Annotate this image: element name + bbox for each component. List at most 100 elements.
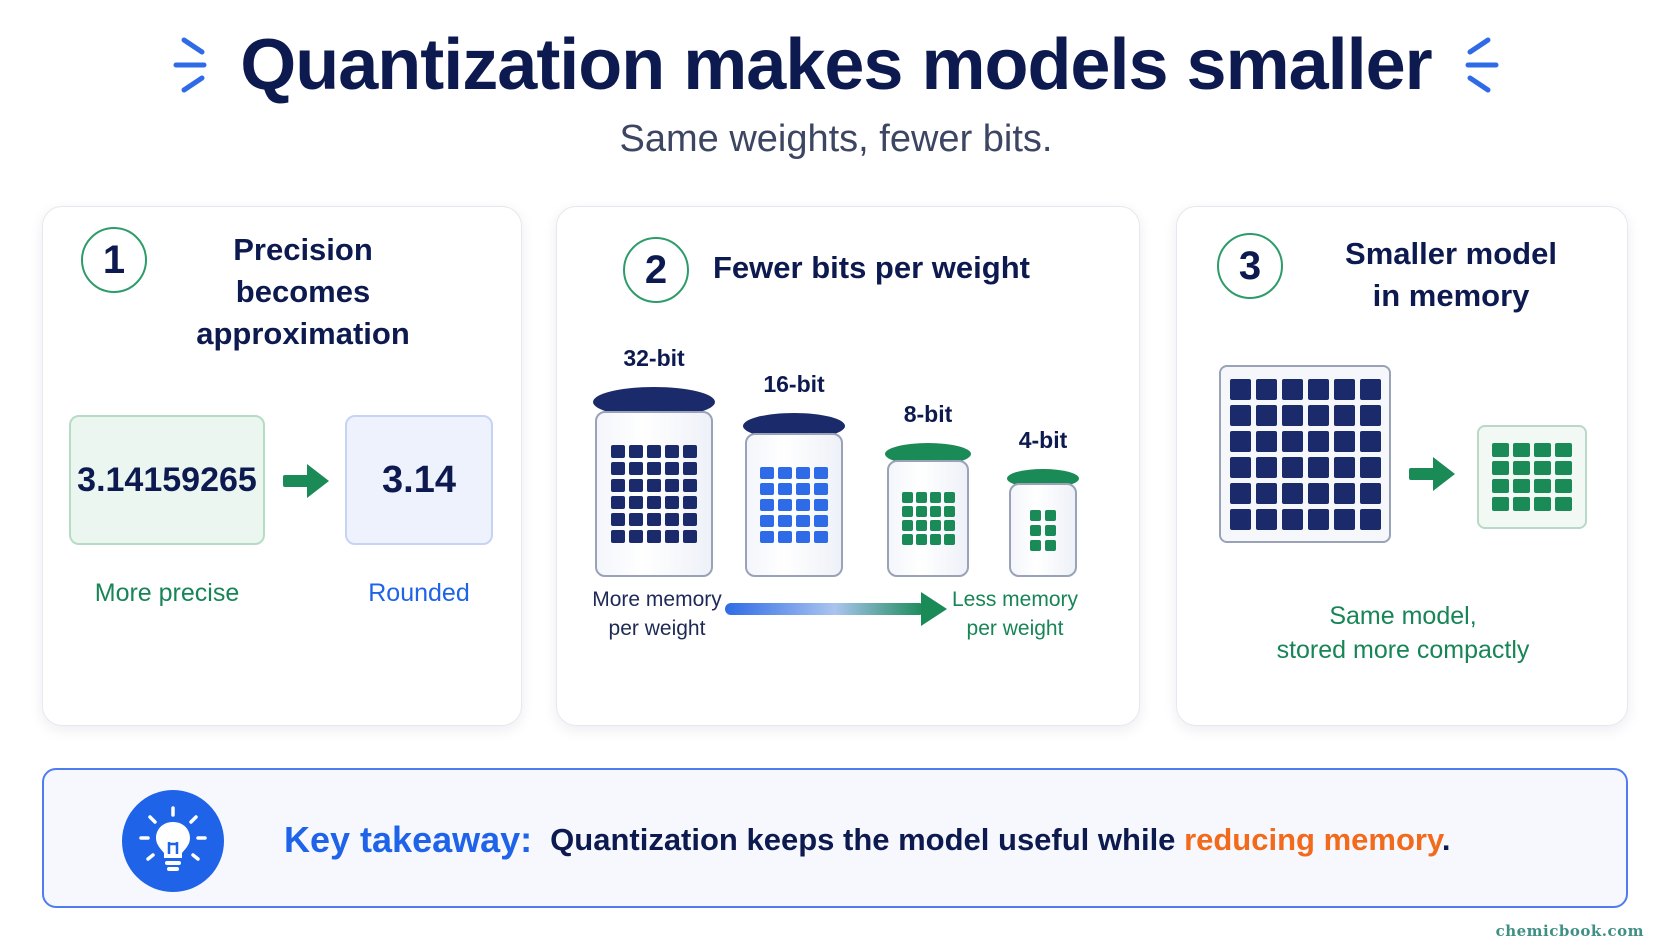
weight-block — [1534, 443, 1551, 457]
title-row: Quantization makes models smaller — [0, 20, 1672, 110]
more-memory-line1: More memory — [592, 588, 722, 611]
weight-blocks-16-bit — [760, 467, 828, 543]
jar-32-bit — [593, 387, 715, 577]
weight-block — [814, 499, 828, 511]
weight-block — [915, 506, 927, 517]
weight-block — [1333, 430, 1355, 452]
weight-block — [1229, 482, 1251, 504]
step-title-1-line2: approximation — [196, 316, 410, 351]
lightbulb-icon — [122, 790, 224, 892]
step-title-3-line2: in memory — [1372, 278, 1530, 313]
weight-block — [1359, 430, 1381, 452]
weight-block — [1534, 479, 1551, 493]
weight-block — [1281, 456, 1303, 478]
left-sparkle-icon — [173, 37, 207, 93]
weight-block — [796, 515, 810, 527]
weight-block — [1229, 404, 1251, 426]
page-subtitle: Same weights, fewer bits. — [619, 118, 1053, 160]
weight-block — [760, 483, 774, 495]
weight-block — [760, 515, 774, 527]
weight-block — [1281, 508, 1303, 530]
weight-block — [1333, 508, 1355, 530]
weight-block — [1255, 456, 1277, 478]
weight-block — [683, 513, 697, 526]
weight-block — [1359, 378, 1381, 400]
weight-block — [1229, 508, 1251, 530]
weight-block — [814, 531, 828, 543]
weight-block — [1555, 443, 1572, 457]
right-arrow-icon — [1409, 457, 1455, 491]
precise-label: More precise — [94, 579, 240, 607]
step-card-precision: 1 Precision becomes approximation 3.1415… — [42, 206, 522, 726]
weight-blocks-4-bit — [1030, 509, 1056, 551]
weight-block — [1030, 524, 1041, 536]
takeaway-text: Key takeaway: Quantization keeps the mod… — [284, 770, 1451, 910]
weight-blocks-32-bit — [611, 445, 697, 543]
compact-model-grid — [1477, 425, 1587, 529]
weight-block — [1513, 461, 1530, 475]
less-memory-label: Less memory per weight — [945, 585, 1085, 643]
weight-block — [814, 515, 828, 527]
weight-block — [629, 445, 643, 458]
weight-block — [901, 534, 913, 545]
weight-block — [665, 496, 679, 509]
weight-block — [778, 499, 792, 511]
weight-block — [943, 506, 955, 517]
takeaway-label: Key takeaway: — [284, 819, 533, 860]
weight-block — [647, 462, 661, 475]
step-title-1: Precision becomes approximation — [163, 229, 443, 355]
weight-block — [1307, 508, 1329, 530]
weight-block — [778, 483, 792, 495]
weight-block — [915, 520, 927, 531]
weight-block — [1229, 378, 1251, 400]
weight-block — [1359, 508, 1381, 530]
key-takeaway-banner: Key takeaway: Quantization keeps the mod… — [42, 768, 1628, 908]
weight-block — [1333, 482, 1355, 504]
jar-label-16-bit: 16-bit — [763, 371, 825, 397]
step-card-bits: 2 Fewer bits per weight 32-bit 16-bit 8-… — [556, 206, 1140, 726]
weight-block — [1513, 497, 1530, 511]
weight-block — [915, 534, 927, 545]
weight-block — [929, 506, 941, 517]
weight-block — [1333, 456, 1355, 478]
weight-block — [647, 530, 661, 543]
step-title-3: Smaller model in memory — [1301, 233, 1601, 317]
weight-block — [665, 513, 679, 526]
weight-block — [629, 479, 643, 492]
weight-block — [611, 513, 625, 526]
right-arrow-icon — [283, 464, 329, 498]
jar-body — [887, 460, 969, 577]
weight-block — [683, 496, 697, 509]
weight-block — [929, 534, 941, 545]
weight-block — [1534, 461, 1551, 475]
memory-caption: Same model, stored more compactly — [1177, 599, 1629, 667]
weight-block — [647, 445, 661, 458]
weight-block — [943, 534, 955, 545]
weight-block — [683, 479, 697, 492]
takeaway-text-after: . — [1441, 822, 1451, 857]
weight-block — [1255, 508, 1277, 530]
jar-body — [595, 411, 713, 577]
weight-block — [1255, 404, 1277, 426]
step-title-3-line1: Smaller model — [1345, 236, 1557, 271]
weight-block — [1307, 430, 1329, 452]
weight-block — [1492, 479, 1509, 493]
more-memory-label: More memory per weight — [577, 585, 737, 643]
jar-label-32-bit: 32-bit — [623, 345, 685, 371]
weight-block — [1492, 461, 1509, 475]
weight-block — [778, 531, 792, 543]
weight-block — [1307, 404, 1329, 426]
weight-block — [1307, 482, 1329, 504]
step-number-3: 3 — [1217, 233, 1283, 299]
weight-block — [1281, 482, 1303, 504]
weight-block — [1307, 456, 1329, 478]
more-memory-line2: per weight — [608, 617, 706, 640]
weight-block — [665, 530, 679, 543]
weight-block — [778, 515, 792, 527]
weight-block — [796, 531, 810, 543]
weight-block — [814, 483, 828, 495]
weight-block — [629, 513, 643, 526]
weight-block — [683, 530, 697, 543]
takeaway-body: Quantization keeps the model useful whil… — [550, 822, 1450, 858]
weight-block — [929, 520, 941, 531]
